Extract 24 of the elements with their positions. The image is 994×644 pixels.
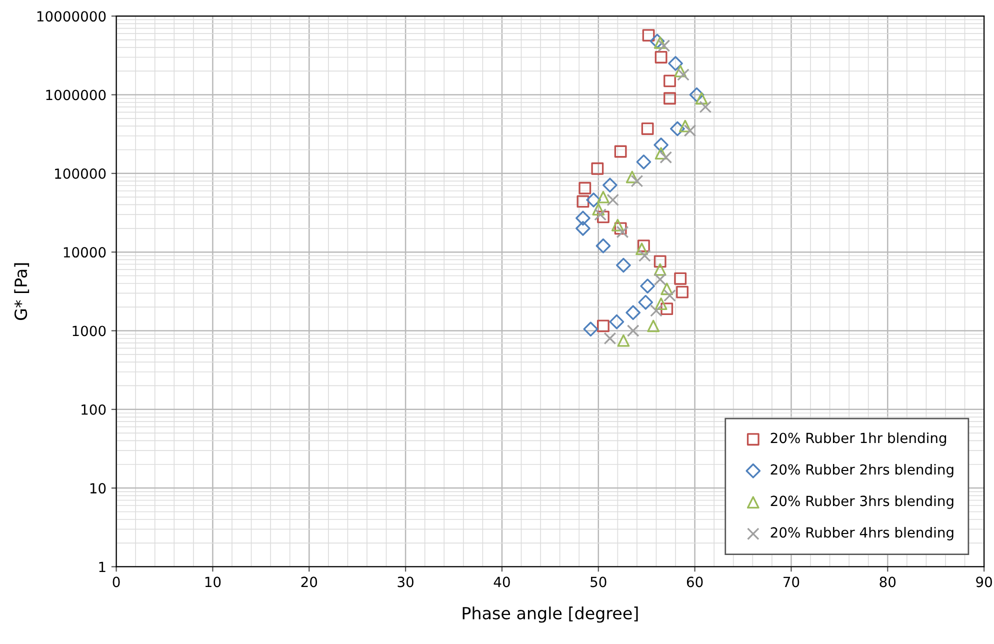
x-tick-label: 40 — [494, 576, 510, 588]
x-tick-label: 50 — [590, 576, 606, 588]
x-tick-label: 80 — [880, 576, 896, 588]
y-tick-label: 1000 — [72, 326, 106, 336]
y-tick-label: 10 — [90, 483, 106, 494]
y-tick-label: 100 — [82, 404, 106, 415]
x-tick-label: 0 — [112, 576, 120, 588]
x-tick-label: 20 — [301, 576, 318, 588]
y-tick-label: 1000000 — [46, 90, 106, 100]
legend-label: 20% Rubber 4hrs blending — [770, 526, 954, 540]
legend-label: 20% Rubber 1hr blending — [770, 432, 946, 446]
x-tick-label: 60 — [686, 576, 703, 588]
legend-label: 20% Rubber 3hrs blending — [770, 495, 954, 509]
legend-label: 20% Rubber 2hrs blending — [770, 464, 954, 478]
x-axis-title: Phase angle [degree] — [462, 606, 638, 623]
x-tick-label: 90 — [976, 576, 992, 588]
x-tick-label: 30 — [398, 576, 414, 588]
x-tick-label: 10 — [205, 576, 221, 588]
y-axis-title: G* [Pa] — [14, 263, 30, 320]
x-tick-label: 70 — [784, 576, 800, 588]
y-tick-label: 1 — [99, 562, 106, 572]
y-tick-label: 10000000 — [37, 11, 106, 22]
y-tick-label: 100000 — [55, 168, 106, 179]
y-tick-label: 10000 — [64, 247, 106, 258]
